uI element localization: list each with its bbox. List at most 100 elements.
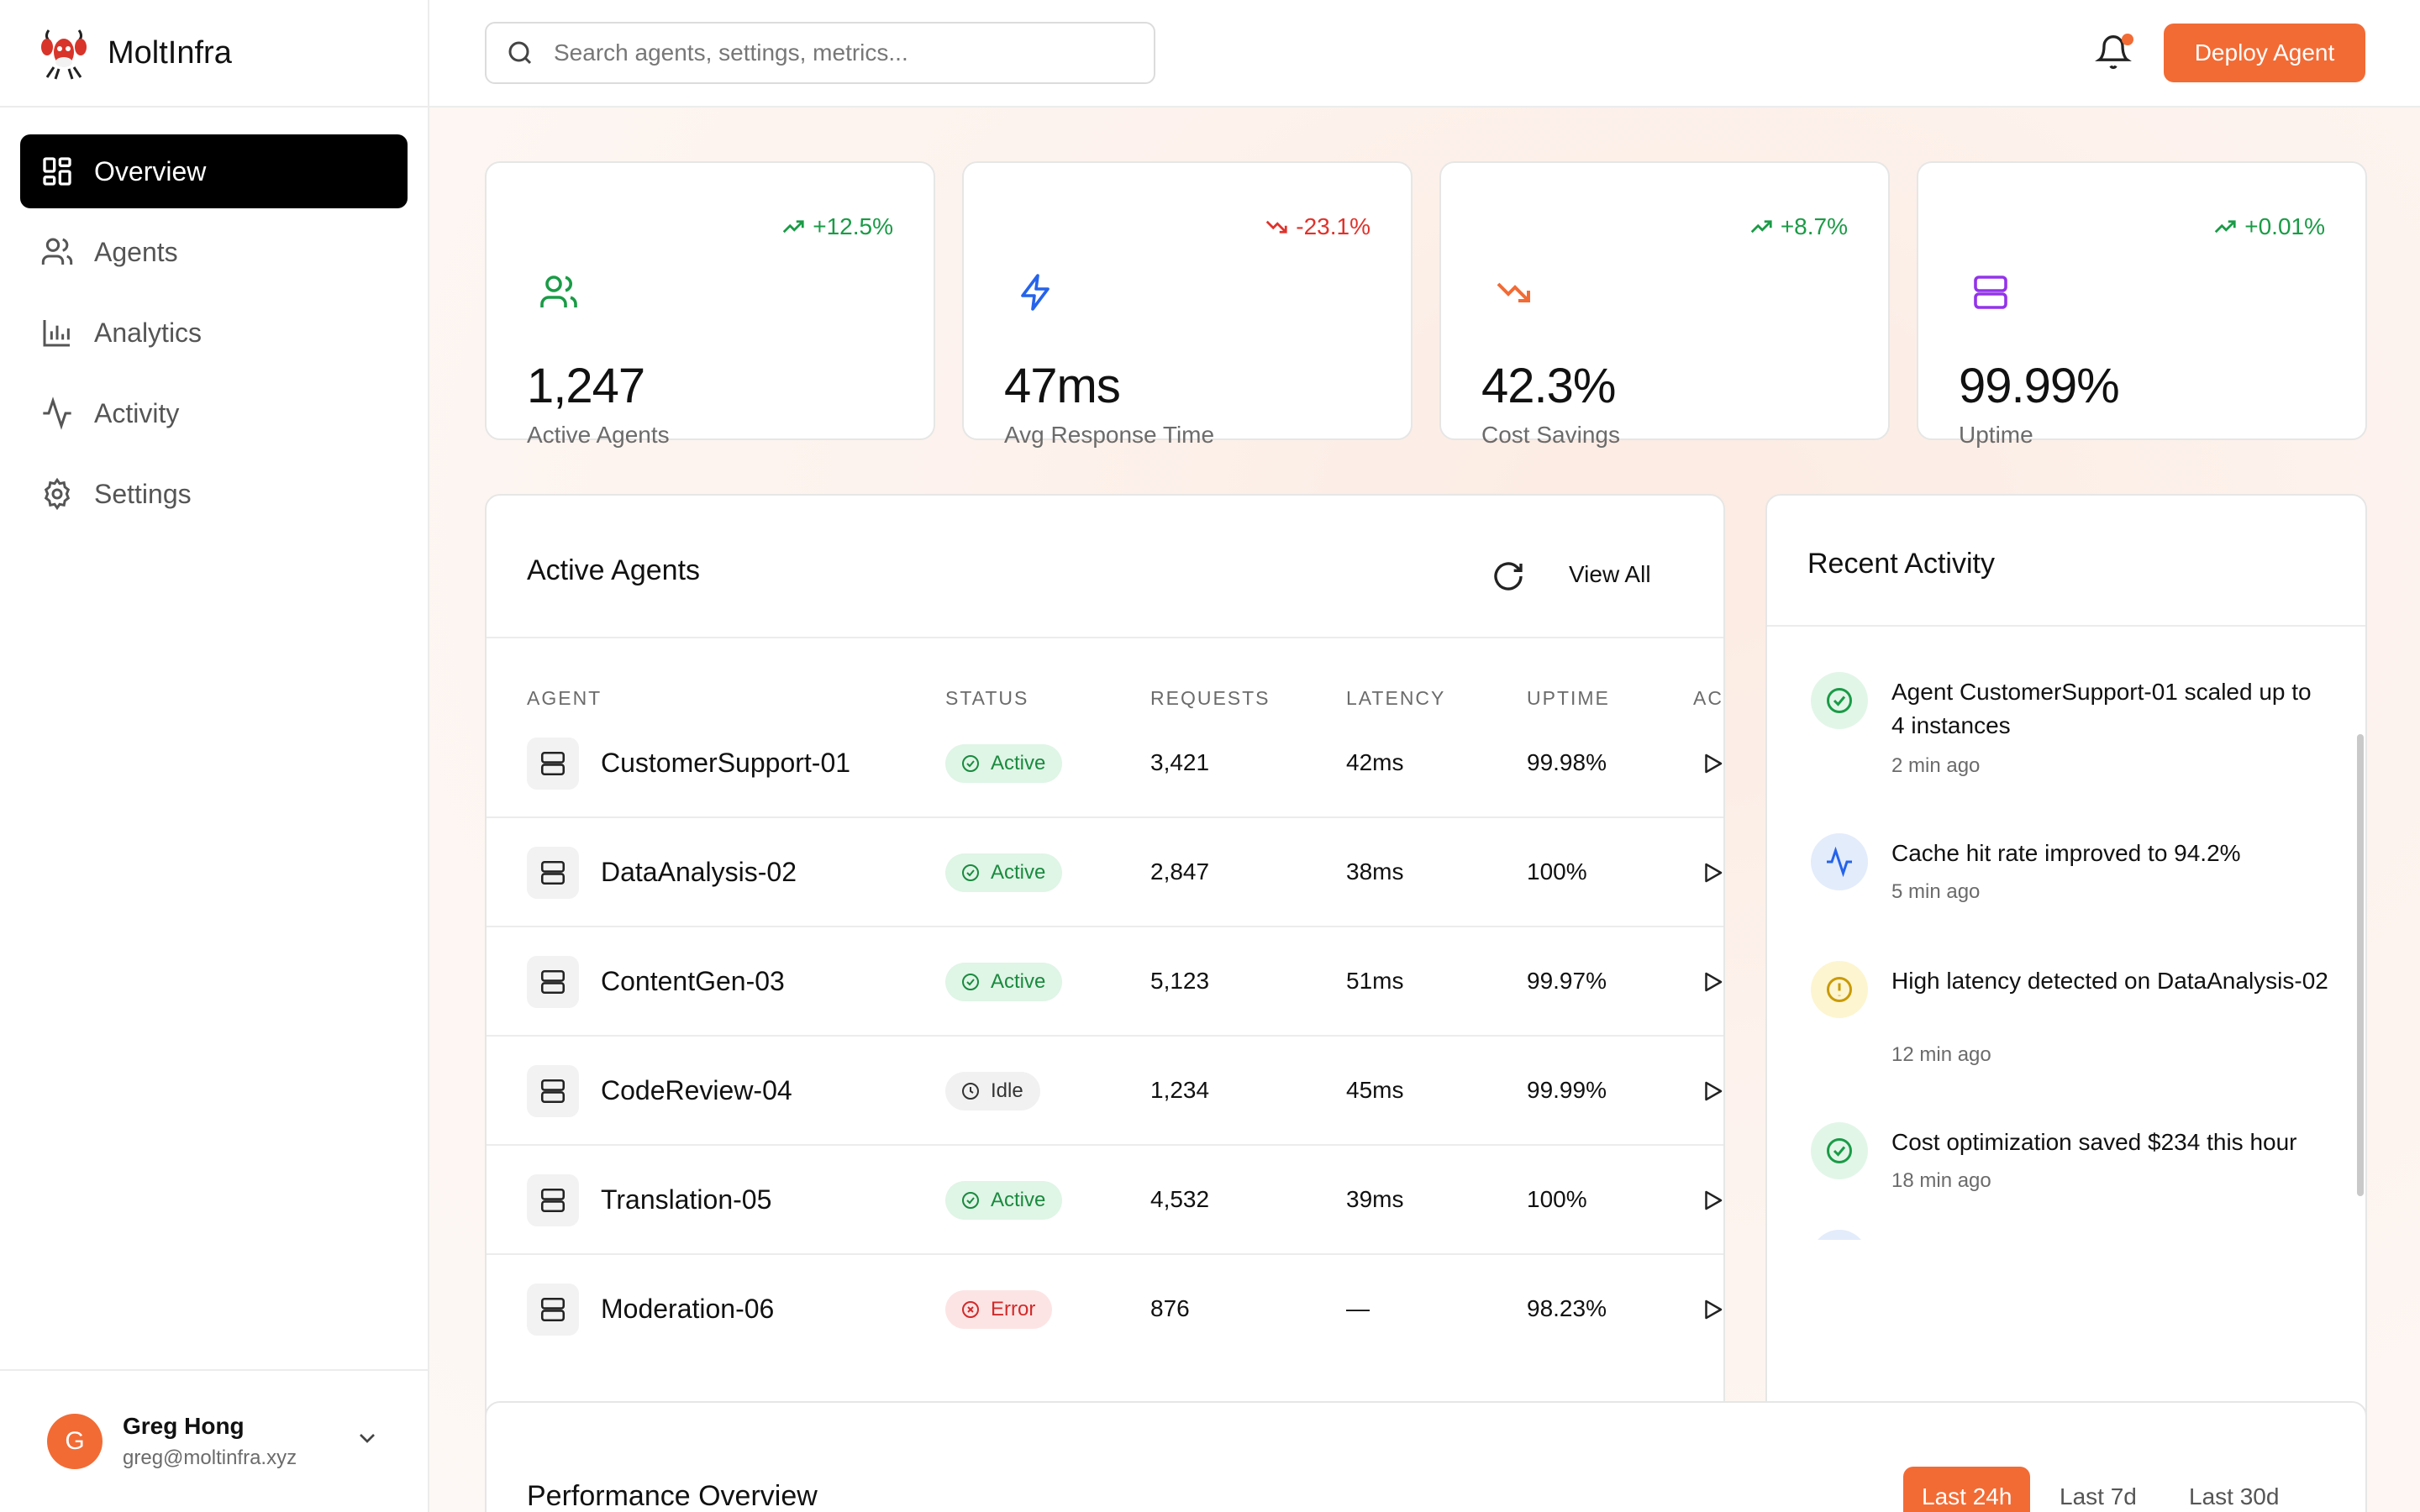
status-label: Idle <box>991 1079 1023 1102</box>
x-circle-icon <box>960 1299 981 1320</box>
performance-overview-card: Performance Overview Last 24h Last 7d La… <box>485 1401 2367 1512</box>
sidebar-item-analytics[interactable]: Analytics <box>20 296 408 370</box>
stat-change: +12.5% <box>781 213 893 240</box>
check-circle-icon <box>960 863 981 883</box>
sidebar-item-agents[interactable]: Agents <box>20 215 408 289</box>
stat-card-response-time: -23.1% 47ms Avg Response Time <box>962 161 1413 448</box>
main-content: +12.5% 1,247 Active Agents -23.1% 47ms A… <box>429 108 2420 1512</box>
trending-down-icon <box>1264 214 1289 239</box>
user-menu[interactable]: G Greg Hong greg@moltinfra.xyz <box>0 1369 428 1512</box>
stat-label: Uptime <box>1959 422 2033 448</box>
range-button-30d[interactable]: Last 30d <box>2170 1467 2297 1512</box>
deploy-agent-button[interactable]: Deploy Agent <box>2164 24 2365 82</box>
activity-time: 18 min ago <box>1891 1169 1991 1192</box>
divider <box>487 1144 1723 1146</box>
activity-pulse-icon <box>1811 1230 1868 1240</box>
stat-label: Avg Response Time <box>1004 422 1215 448</box>
notifications-button[interactable] <box>2095 34 2135 74</box>
activity-text: New agent Translation-05 deployed <box>1891 1233 2328 1240</box>
agent-name: CodeReview-04 <box>601 1075 792 1105</box>
refresh-icon[interactable] <box>1491 559 1525 593</box>
check-circle-icon <box>1811 1122 1868 1179</box>
stat-change-value: +12.5% <box>813 213 893 239</box>
play-icon[interactable] <box>1700 860 1723 885</box>
stat-change-value: +8.7% <box>1780 213 1848 239</box>
activity-pulse-icon <box>1811 833 1868 890</box>
user-email: greg@moltinfra.xyz <box>123 1446 297 1469</box>
requests-cell: 5,123 <box>1150 968 1210 994</box>
sidebar-item-label: Analytics <box>94 317 203 348</box>
brand[interactable]: MoltInfra <box>0 0 428 108</box>
divider <box>487 637 1723 638</box>
latency-cell: 45ms <box>1346 1077 1404 1103</box>
status-badge: Idle <box>945 1072 1040 1110</box>
stat-value: 42.3% <box>1481 359 1616 413</box>
card-title: Performance Overview <box>527 1480 818 1512</box>
chevron-down-icon[interactable] <box>354 1425 381 1452</box>
play-icon[interactable] <box>1700 969 1723 995</box>
activity-text: Cache hit rate improved to 94.2% <box>1891 840 2241 866</box>
trending-up-icon <box>2212 214 2238 239</box>
activity-list: Agent CustomerSupport-01 scaled up to 4 … <box>1767 627 2365 1240</box>
sidebar-item-activity[interactable]: Activity <box>20 376 408 450</box>
stat-change-value: +0.01% <box>2244 213 2325 239</box>
play-icon[interactable] <box>1700 1188 1723 1213</box>
agent-name: CustomerSupport-01 <box>601 748 851 778</box>
check-circle-icon <box>960 753 981 774</box>
activity-text: Agent CustomerSupport-01 scaled up to 4 … <box>1891 679 2312 738</box>
table-row[interactable]: ContentGen-03 Active 5,123 51ms 99.97% <box>487 927 1723 1037</box>
stat-card-uptime: +0.01% 99.99% Uptime <box>1917 161 2367 448</box>
table-row[interactable]: Translation-05 Active 4,532 39ms 100% <box>487 1146 1723 1255</box>
table-row[interactable]: DataAnalysis-02 Active 2,847 38ms 100% <box>487 818 1723 927</box>
stat-card-cost-savings: +8.7% 42.3% Cost Savings <box>1439 161 1890 448</box>
requests-cell: 3,421 <box>1150 749 1210 775</box>
sidebar-item-overview[interactable]: Overview <box>20 134 408 208</box>
sidebar-item-label: Agents <box>94 236 178 267</box>
latency-cell: 39ms <box>1346 1186 1404 1212</box>
server-icon <box>1970 272 2011 312</box>
card-title: Recent Activity <box>1807 548 1995 580</box>
play-icon[interactable] <box>1700 1297 1723 1322</box>
play-icon[interactable] <box>1700 751 1723 776</box>
latency-cell: 51ms <box>1346 968 1404 994</box>
stat-label: Cost Savings <box>1481 422 1620 448</box>
uptime-cell: 99.99% <box>1527 1077 1607 1103</box>
view-all-link[interactable]: View All <box>1569 561 1651 587</box>
app-name: MoltInfra <box>108 34 232 71</box>
search-input[interactable] <box>554 39 1142 66</box>
sidebar-item-settings[interactable]: Settings <box>20 457 408 531</box>
status-badge: Active <box>945 744 1063 783</box>
vertical-scrollbar[interactable] <box>2357 734 2364 1196</box>
range-button-7d[interactable]: Last 7d <box>2041 1467 2155 1512</box>
sidebar-item-label: Settings <box>94 478 192 509</box>
avatar: G <box>47 1414 103 1469</box>
status-label: Error <box>991 1298 1036 1320</box>
stat-label: Active Agents <box>527 422 670 448</box>
table-row[interactable]: CustomerSupport-01 Active 3,421 42ms 99.… <box>487 709 1723 818</box>
agent-name: Translation-05 <box>601 1184 772 1215</box>
activity-text: Cost optimization saved $234 this hour <box>1891 1129 2297 1155</box>
play-icon[interactable] <box>1700 1079 1723 1104</box>
users-icon <box>40 235 74 269</box>
user-name: Greg Hong <box>123 1413 245 1439</box>
uptime-cell: 98.23% <box>1527 1295 1607 1321</box>
status-label: Active <box>991 970 1046 993</box>
divider <box>487 926 1723 927</box>
lobster-logo-icon <box>39 25 89 81</box>
active-agents-card: Active Agents View All AGENT STATUS REQU… <box>485 494 1725 1468</box>
uptime-cell: 100% <box>1527 1186 1587 1212</box>
table-row[interactable]: Moderation-06 Error 876 — 98.23% <box>487 1255 1723 1364</box>
status-badge: Active <box>945 963 1063 1001</box>
range-button-24h[interactable]: Last 24h <box>1903 1467 2031 1512</box>
status-badge: Active <box>945 853 1063 892</box>
status-label: Active <box>991 861 1046 884</box>
server-icon <box>527 847 579 899</box>
table-row[interactable]: CodeReview-04 Idle 1,234 45ms 99.99% <box>487 1037 1723 1146</box>
column-header-actions: AC <box>1693 687 1723 709</box>
stat-change: -23.1% <box>1264 213 1370 240</box>
search-box[interactable] <box>485 22 1155 84</box>
column-header-agent: AGENT <box>527 687 602 709</box>
trending-up-icon <box>1749 214 1774 239</box>
latency-cell: 38ms <box>1346 858 1404 885</box>
sidebar: MoltInfra Overview Agents <box>0 0 429 1512</box>
